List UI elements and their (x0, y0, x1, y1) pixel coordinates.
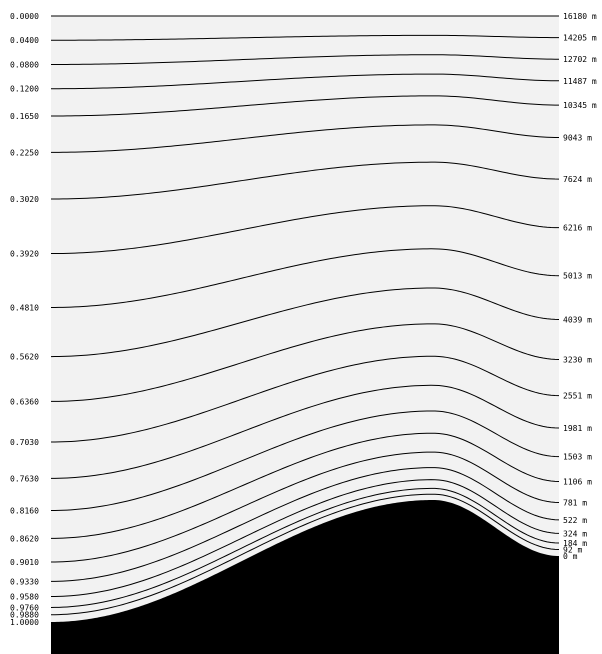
left-sigma-label: 0.9760 (10, 604, 39, 613)
right-height-label: 6216 m (563, 224, 592, 233)
sigma-level-line (50, 410, 560, 511)
right-height-label: 92 m (563, 546, 582, 555)
right-height-label: 1981 m (563, 424, 592, 433)
left-sigma-label: 0.0400 (10, 36, 39, 45)
right-height-label: 11487 m (563, 77, 597, 86)
left-sigma-label: 0.2250 (10, 148, 39, 157)
left-sigma-label: 0.3920 (10, 250, 39, 259)
right-height-label: 1503 m (563, 453, 592, 462)
right-height-label: 9043 m (563, 134, 592, 143)
left-sigma-label: 0.0000 (10, 12, 39, 21)
sigma-level-line (50, 493, 560, 616)
sigma-level-line (50, 355, 560, 443)
left-axis-labels: 0.0000 0.0400 0.0800 0.1200 0.1650 0.2250 0.30… (10, 12, 39, 627)
sigma-level-line (50, 432, 560, 539)
left-sigma-label: 0.4810 (10, 304, 39, 313)
sigma-level-line (51, 34, 560, 41)
sigma-level-line (50, 124, 560, 153)
right-height-label: 12702 m (563, 55, 597, 64)
left-sigma-label: 0.9330 (10, 577, 39, 586)
right-height-label: 4039 m (563, 316, 592, 325)
sigma-level-line (50, 161, 560, 200)
sigma-level-line (50, 479, 560, 598)
left-sigma-label: 0.1200 (10, 85, 39, 94)
right-height-label: 522 m (563, 516, 587, 525)
left-sigma-label: 0.9580 (10, 593, 39, 602)
left-sigma-label: 1.0000 (10, 618, 39, 627)
right-height-label: 3230 m (563, 355, 592, 364)
right-height-label: 1106 m (563, 478, 592, 487)
left-sigma-label: 0.1650 (10, 112, 39, 121)
sigma-level-line (50, 451, 560, 563)
sigma-level-line (50, 467, 560, 582)
right-axis-labels: 16180 m 14205 m 12702 m 11487 m 10345 m 9043 … (563, 12, 597, 561)
right-height-label: 7624 m (563, 175, 592, 184)
right-height-label: 324 m (563, 529, 587, 538)
right-height-label: 184 m (563, 539, 587, 548)
left-sigma-label: 0.7630 (10, 474, 39, 483)
sigma-level-line (50, 95, 560, 117)
terrain-shape (51, 500, 559, 654)
right-height-label: 0 m (563, 552, 578, 561)
left-sigma-label: 0.7030 (10, 438, 39, 447)
left-sigma-label: 0.8620 (10, 534, 39, 543)
left-sigma-label: 0.6360 (10, 397, 39, 406)
right-height-label: 16180 m (563, 12, 597, 21)
sigma-level-line (50, 323, 560, 402)
sigma-level-line (51, 54, 560, 65)
right-height-label: 14205 m (563, 34, 597, 43)
sigma-level-line (50, 487, 560, 608)
right-height-label: 781 m (563, 499, 587, 508)
left-sigma-label: 0.3020 (10, 195, 39, 204)
left-sigma-label: 0.0800 (10, 61, 39, 70)
left-sigma-label: 0.8160 (10, 507, 39, 516)
left-sigma-label: 0.9880 (10, 611, 39, 620)
sigma-level-line (50, 205, 560, 255)
sigma-level-line (51, 73, 560, 90)
left-sigma-label: 0.5620 (10, 353, 39, 362)
sigma-level-line (50, 384, 560, 479)
sigma-level-line (50, 248, 560, 308)
sigma-levels (50, 15, 560, 616)
sigma-level-line (50, 287, 560, 358)
right-height-label: 5013 m (563, 272, 592, 281)
right-height-label: 10345 m (563, 101, 597, 110)
right-height-label: 2551 m (563, 392, 592, 401)
left-sigma-label: 0.9010 (10, 558, 39, 567)
